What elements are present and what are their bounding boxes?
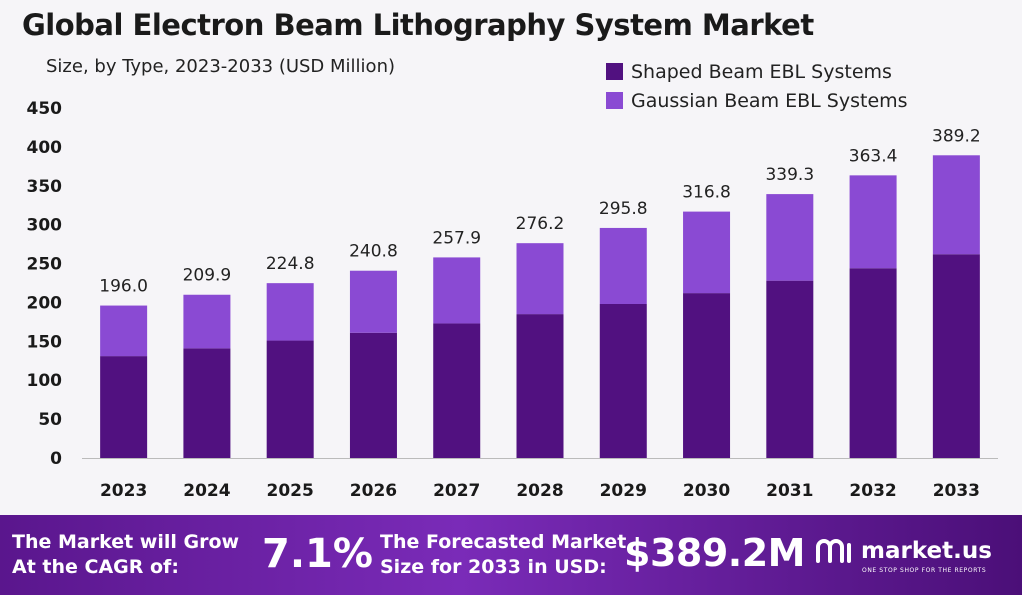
bar-segment-gaussian (516, 243, 564, 315)
bar-total-label: 339.3 (765, 165, 814, 185)
y-tick-label: 450 (27, 99, 63, 119)
bar-total-label: 224.8 (266, 254, 315, 274)
y-tick-label: 250 (27, 255, 63, 275)
y-tick-label: 400 (27, 138, 63, 158)
cagr-value: 7.1% (262, 531, 373, 577)
bar-segment-shaped (516, 314, 564, 458)
brand-logo: market.us (815, 537, 992, 565)
bar-total-label: 389.2 (932, 126, 981, 146)
bar-segment-gaussian (433, 257, 481, 324)
footer-banner: The Market will Grow At the CAGR of: 7.1… (0, 515, 1022, 595)
bar-segment-shaped (683, 293, 731, 458)
forecast-label-line1: The Forecasted Market (380, 531, 627, 553)
bar-segment-shaped (849, 268, 897, 458)
bar-total-label: 257.9 (432, 228, 481, 248)
cagr-label-line1: The Market will Grow (12, 531, 240, 553)
bar-segment-shaped (599, 304, 647, 458)
bar-total-label: 295.8 (599, 199, 648, 219)
x-tick-label: 2025 (267, 481, 314, 501)
bar-total-label: 209.9 (183, 266, 232, 286)
y-tick-label: 0 (50, 449, 62, 469)
bar-segment-shaped (349, 332, 397, 458)
forecast-label-line2: Size for 2033 in USD: (380, 556, 607, 578)
y-tick-label: 150 (27, 332, 63, 352)
bar-segment-shaped (433, 323, 481, 458)
bar-segment-shaped (183, 348, 231, 458)
legend-label-shaped: Shaped Beam EBL Systems (631, 60, 892, 83)
forecast-value: $389.2M (624, 531, 805, 575)
y-tick-label: 200 (27, 293, 63, 313)
bar-segment-shaped (266, 340, 314, 458)
x-tick-label: 2026 (350, 481, 397, 501)
chart-title: Global Electron Beam Lithography System … (22, 8, 814, 42)
x-tick-label: 2033 (933, 481, 980, 501)
bar-segment-gaussian (849, 175, 897, 269)
bar-total-label: 276.2 (516, 214, 565, 234)
chart-subtitle: Size, by Type, 2023-2033 (USD Million) (46, 56, 395, 77)
bar-total-label: 363.4 (849, 146, 898, 166)
y-tick-label: 100 (27, 371, 63, 391)
x-tick-label: 2024 (183, 481, 230, 501)
brand-name: market.us (861, 538, 992, 564)
legend-swatch-gaussian (606, 92, 623, 109)
y-tick-label: 50 (38, 410, 62, 430)
bar-segment-shaped (100, 356, 148, 458)
legend-item-shaped: Shaped Beam EBL Systems (606, 57, 908, 86)
bar-segment-gaussian (349, 270, 397, 333)
x-tick-label: 2027 (433, 481, 480, 501)
x-tick-label: 2031 (766, 481, 813, 501)
bar-segment-gaussian (266, 283, 314, 341)
bar-segment-shaped (932, 254, 980, 458)
x-tick-label: 2030 (683, 481, 730, 501)
forecast-label: The Forecasted Market Size for 2033 in U… (380, 530, 626, 580)
y-tick-label: 350 (27, 177, 63, 197)
legend-swatch-shaped (606, 63, 623, 80)
x-tick-label: 2023 (100, 481, 147, 501)
bar-segment-shaped (766, 280, 814, 458)
bar-total-label: 316.8 (682, 183, 731, 203)
bar-segment-gaussian (932, 155, 980, 255)
bar-chart: 0 50 100 150 200 250 300 350 400 450 196.0 2023 209.… (27, 99, 998, 501)
market-us-logo-icon (816, 539, 851, 563)
x-tick-label: 2028 (516, 481, 563, 501)
cagr-label-line2: At the CAGR of: (12, 556, 179, 578)
y-tick-label: 300 (27, 216, 63, 236)
bar-segment-gaussian (183, 294, 231, 349)
x-tick-label: 2029 (600, 481, 647, 501)
legend: Shaped Beam EBL Systems Gaussian Beam EB… (606, 57, 908, 115)
bar-total-label: 196.0 (99, 277, 148, 297)
bar-segment-gaussian (100, 305, 148, 357)
legend-label-gaussian: Gaussian Beam EBL Systems (631, 89, 908, 112)
cagr-label: The Market will Grow At the CAGR of: (12, 530, 239, 580)
bar-segment-gaussian (599, 227, 647, 304)
bar-total-label: 240.8 (349, 242, 398, 262)
x-tick-label: 2032 (849, 481, 896, 501)
brand-tagline: ONE STOP SHOP FOR THE REPORTS (862, 567, 987, 574)
bar-segment-gaussian (766, 194, 814, 281)
bar-segment-gaussian (683, 211, 731, 294)
legend-item-gaussian: Gaussian Beam EBL Systems (606, 86, 908, 115)
